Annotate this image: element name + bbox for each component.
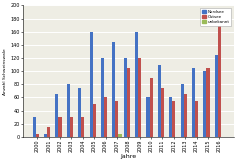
Bar bbox=[158, 65, 161, 137]
Bar bbox=[78, 88, 81, 137]
Bar bbox=[55, 94, 59, 137]
Bar bbox=[127, 68, 130, 137]
Bar bbox=[161, 88, 164, 137]
Bar bbox=[146, 98, 150, 137]
Bar bbox=[47, 127, 50, 137]
Bar bbox=[218, 12, 221, 137]
Bar bbox=[138, 58, 141, 137]
Bar bbox=[181, 84, 184, 137]
Bar bbox=[112, 42, 115, 137]
Y-axis label: Anzahl Schweinswale: Anzahl Schweinswale bbox=[4, 48, 8, 95]
Bar bbox=[203, 71, 206, 137]
Bar bbox=[104, 98, 107, 137]
Bar bbox=[36, 134, 39, 137]
Bar bbox=[184, 94, 187, 137]
Bar bbox=[70, 117, 73, 137]
Bar bbox=[90, 32, 93, 137]
X-axis label: Jahre: Jahre bbox=[120, 154, 136, 159]
Bar bbox=[150, 78, 153, 137]
Bar bbox=[124, 58, 127, 137]
Bar bbox=[206, 68, 210, 137]
Bar bbox=[33, 117, 36, 137]
Bar bbox=[93, 104, 96, 137]
Bar bbox=[115, 101, 118, 137]
Legend: Nordsee, Ostsee, unbekannt: Nordsee, Ostsee, unbekannt bbox=[200, 8, 232, 26]
Bar bbox=[101, 58, 104, 137]
Bar bbox=[192, 68, 195, 137]
Bar bbox=[118, 134, 122, 137]
Bar bbox=[67, 84, 70, 137]
Bar bbox=[59, 117, 62, 137]
Bar bbox=[169, 98, 172, 137]
Bar bbox=[195, 101, 198, 137]
Bar bbox=[44, 134, 47, 137]
Bar bbox=[215, 55, 218, 137]
Bar bbox=[172, 101, 175, 137]
Bar bbox=[135, 32, 138, 137]
Bar bbox=[81, 117, 84, 137]
